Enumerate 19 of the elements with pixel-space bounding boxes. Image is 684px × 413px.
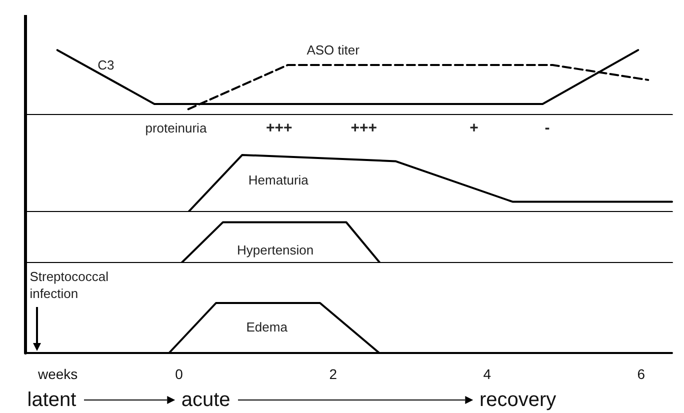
- x-tick-label: 6: [637, 366, 646, 382]
- x-tick-label: 2: [329, 366, 338, 382]
- text: +++: [266, 120, 293, 136]
- x-tick-label: 0: [175, 366, 184, 382]
- text: recovery: [479, 389, 556, 411]
- text: +: [470, 120, 479, 136]
- text: latent: [27, 389, 77, 411]
- series-label: C3: [98, 58, 114, 72]
- x-axis-title: weeks: [37, 366, 78, 382]
- text: -: [544, 120, 550, 136]
- series-label: ASO titer: [306, 42, 360, 58]
- series-label: Hypertension: [237, 242, 314, 258]
- text: +++: [350, 120, 378, 136]
- x-tick-label: 4: [483, 366, 492, 382]
- text: proteinuria: [145, 120, 208, 136]
- series-label: Edema: [246, 320, 288, 334]
- text: Streptococcal infection: [30, 269, 112, 301]
- text: acute: [181, 389, 230, 411]
- series-label: Hematuria: [248, 172, 310, 188]
